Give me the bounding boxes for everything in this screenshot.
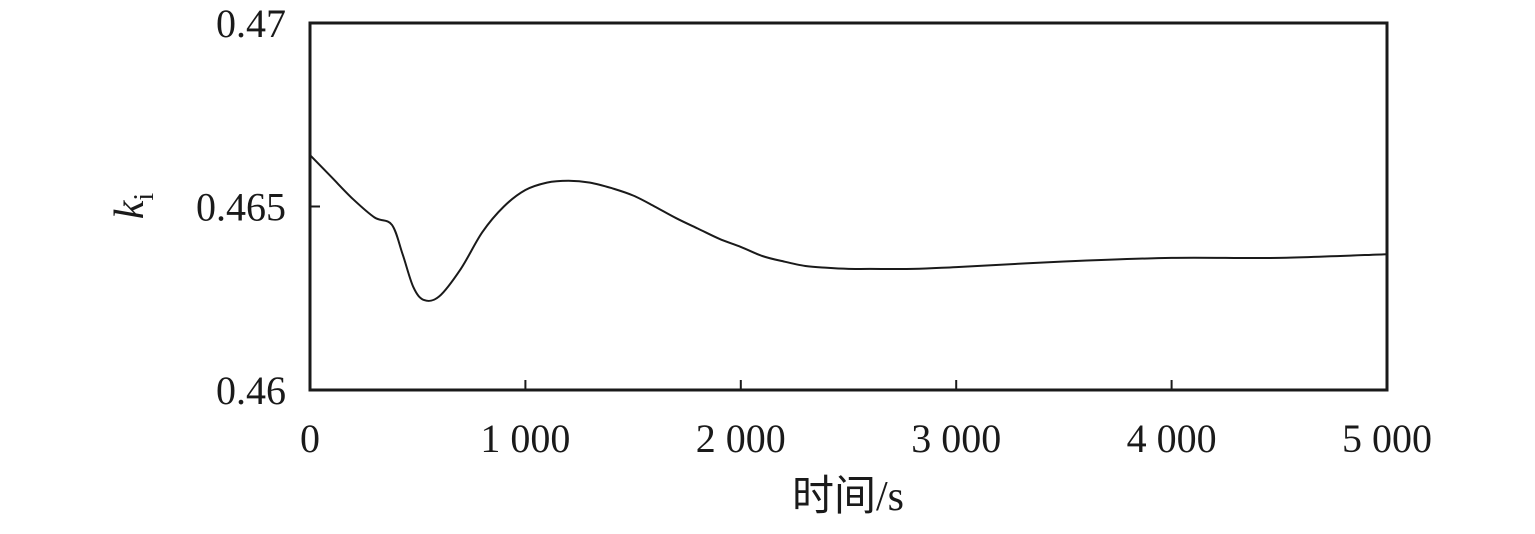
- x-axis-title: 时间/s: [792, 474, 904, 520]
- tick-layer: 0 1 000 2 000 3 000 4 000 5 000 0.46 0.465 0.47: [196, 1, 1432, 461]
- y-axis-title-subscript: i: [129, 193, 160, 201]
- x-tick-label: 3 000: [911, 416, 1001, 461]
- y-tick-label: 0.46: [216, 368, 286, 413]
- x-tick-label: 2 000: [696, 416, 786, 461]
- axes: [308, 21, 1389, 392]
- y-axis-title: ki: [107, 193, 160, 220]
- x-tick-label: 5 000: [1342, 416, 1432, 461]
- series-line: [309, 154, 1388, 302]
- x-tick-label: 4 000: [1127, 416, 1217, 461]
- y-tick-label: 0.47: [216, 1, 286, 46]
- y-axis-title-symbol: k: [107, 199, 153, 219]
- x-tick-label: 1 000: [480, 416, 570, 461]
- x-tick-label: 0: [300, 416, 320, 461]
- y-tick-label: 0.465: [196, 185, 286, 230]
- plot-frame: [308, 21, 1389, 392]
